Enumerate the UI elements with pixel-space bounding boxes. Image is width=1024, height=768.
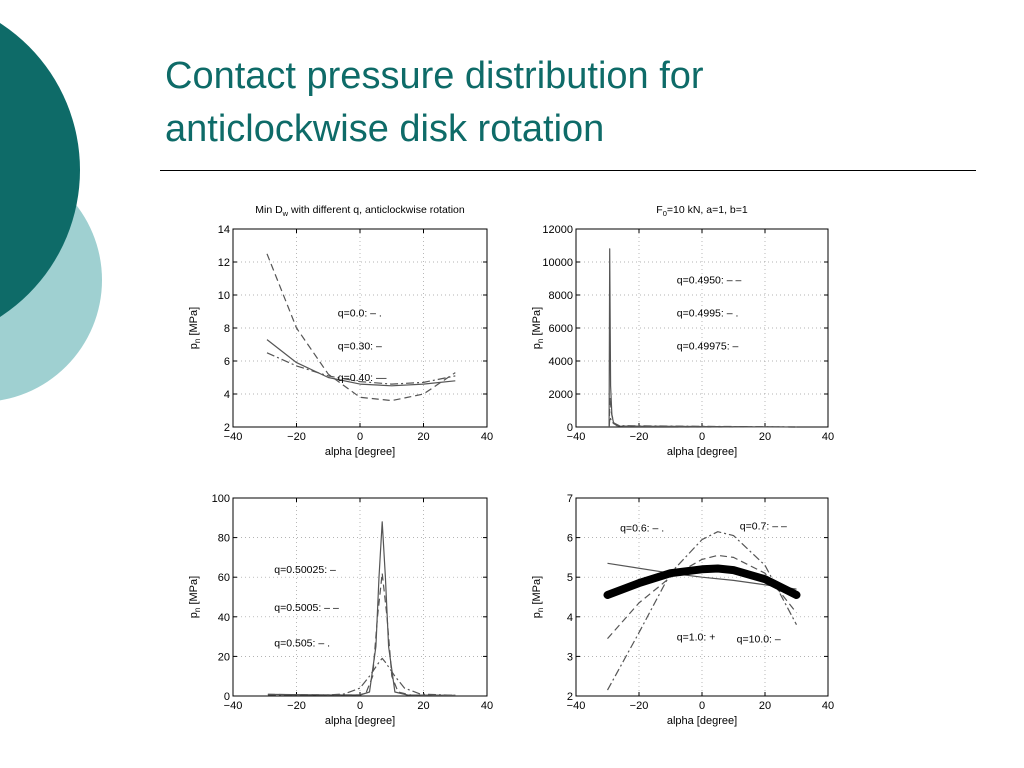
title-underline	[160, 170, 976, 171]
x-tick-label: 0	[357, 431, 363, 443]
annotation-label: q=0.505: – .	[274, 638, 330, 650]
x-tick-label: −40	[567, 431, 586, 443]
y-tick-label: 12000	[542, 224, 573, 236]
y-axis-label: pn [MPa]	[188, 307, 202, 349]
y-tick-label: 80	[218, 533, 230, 545]
annotation-label: q=1.0: +	[677, 632, 716, 644]
x-tick-label: −40	[224, 700, 243, 712]
x-tick-label: −40	[567, 700, 586, 712]
y-axis-label: pn [MPa]	[531, 307, 545, 349]
y-tick-label: 40	[218, 612, 230, 624]
x-tick-label: 40	[481, 700, 493, 712]
y-tick-label: 7	[567, 493, 573, 505]
x-tick-label: 20	[759, 700, 771, 712]
series-line-2	[607, 554, 797, 639]
y-tick-label: 8000	[549, 290, 573, 302]
y-tick-label: 2	[224, 422, 230, 434]
series-line-3	[267, 657, 456, 696]
y-tick-label: 0	[224, 691, 230, 703]
x-tick-label: 20	[417, 700, 429, 712]
x-tick-label: 0	[699, 431, 705, 443]
decorative-circles	[0, 23, 102, 401]
series-line-4	[603, 564, 801, 599]
series-line-2	[266, 253, 456, 402]
y-tick-label: 12	[218, 257, 230, 269]
y-tick-label: 14	[218, 224, 230, 236]
annotation-label: q=0.6: – .	[620, 523, 664, 535]
annotation-label: q=0.30: –	[338, 340, 382, 352]
y-tick-label: 6	[224, 356, 230, 368]
annotation-label: q=0.49975: –	[677, 340, 739, 352]
y-tick-label: 2000	[549, 389, 573, 401]
slide-title-line-2: anticlockwise disk rotation	[165, 108, 605, 150]
y-tick-label: 60	[218, 572, 230, 584]
annotation-label: q=0.5005: – –	[274, 602, 339, 614]
x-tick-label: 20	[759, 431, 771, 443]
slide-title: Contact pressure distribution for anticl…	[165, 50, 985, 156]
x-tick-label: 40	[481, 431, 493, 443]
x-tick-label: 0	[699, 700, 705, 712]
series-line-3	[266, 339, 456, 387]
dark-teal-circle	[0, 23, 80, 317]
y-tick-label: 8	[224, 323, 230, 335]
annotation-label: q=0.4995: – .	[677, 307, 739, 319]
y-tick-label: 4	[224, 389, 230, 401]
series-line-2	[267, 572, 456, 696]
y-tick-label: 5	[567, 572, 573, 584]
annotation-label: q=10.0: –	[737, 634, 781, 646]
x-tick-label: 40	[822, 431, 834, 443]
slide-title-line-1: Contact pressure distribution for	[165, 55, 704, 97]
x-tick-label: 20	[417, 431, 429, 443]
x-tick-label: −20	[287, 700, 306, 712]
x-tick-label: −20	[630, 700, 649, 712]
series-line-1	[606, 531, 798, 691]
chart-1: −40 −20 0 20 40 2 4 6 8 10 12 14 alpha [degree] pn [M…	[188, 204, 493, 458]
x-axis-label: alpha [degree]	[667, 715, 737, 727]
x-tick-label: −20	[630, 431, 649, 443]
y-tick-label: 10000	[542, 257, 573, 269]
chart-3: −40 −20 0 20 40 0 20 40 60 80 100 alpha [degree] pn …	[188, 493, 493, 727]
y-tick-label: 0	[567, 422, 573, 434]
chart-title: Min Dw with different q, anticlockwise r…	[255, 204, 465, 218]
x-axis-label: alpha [degree]	[325, 446, 395, 458]
y-tick-label: 2	[567, 691, 573, 703]
annotation-label: q=0.7: – –	[740, 521, 787, 533]
series-line-3	[608, 416, 797, 428]
y-tick-label: 20	[218, 651, 230, 663]
y-tick-label: 3	[567, 651, 573, 663]
series-line-1	[267, 521, 456, 696]
chart-title: F0=10 kN, a=1, b=1	[656, 204, 748, 218]
annotation-label: q=0.40: —	[338, 372, 387, 384]
annotation-label: q=0.4950: – –	[677, 274, 742, 286]
x-tick-label: 40	[822, 700, 834, 712]
y-tick-label: 10	[218, 290, 230, 302]
annotation-label: q=0.0: – .	[338, 307, 382, 319]
x-axis-label: alpha [degree]	[667, 446, 737, 458]
series-line-1	[266, 352, 456, 385]
x-tick-label: −40	[224, 431, 243, 443]
y-tick-label: 4	[567, 612, 573, 624]
chart-2: −40 −20 0 20 40 0 2000 4000 6000 8000 10000 12000 al…	[531, 204, 834, 458]
series-line-2	[608, 396, 797, 428]
chart-4: −40 −20 0 20 40 2 3 4 5 6 7 alpha [degree] pn [MPa] q…	[531, 493, 834, 727]
annotation-label: q=0.50025: –	[274, 564, 336, 576]
x-axis-label: alpha [degree]	[325, 715, 395, 727]
series-line-3	[607, 562, 797, 590]
x-tick-label: −20	[287, 431, 306, 443]
y-axis-label: pn [MPa]	[531, 576, 545, 618]
y-tick-label: 6	[567, 533, 573, 545]
x-tick-label: 0	[357, 700, 363, 712]
y-tick-label: 6000	[549, 323, 573, 335]
y-axis-label: pn [MPa]	[188, 576, 202, 618]
y-tick-label: 4000	[549, 356, 573, 368]
y-tick-label: 100	[212, 493, 230, 505]
